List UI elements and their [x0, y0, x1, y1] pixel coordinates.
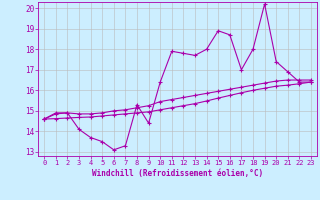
X-axis label: Windchill (Refroidissement éolien,°C): Windchill (Refroidissement éolien,°C) — [92, 169, 263, 178]
